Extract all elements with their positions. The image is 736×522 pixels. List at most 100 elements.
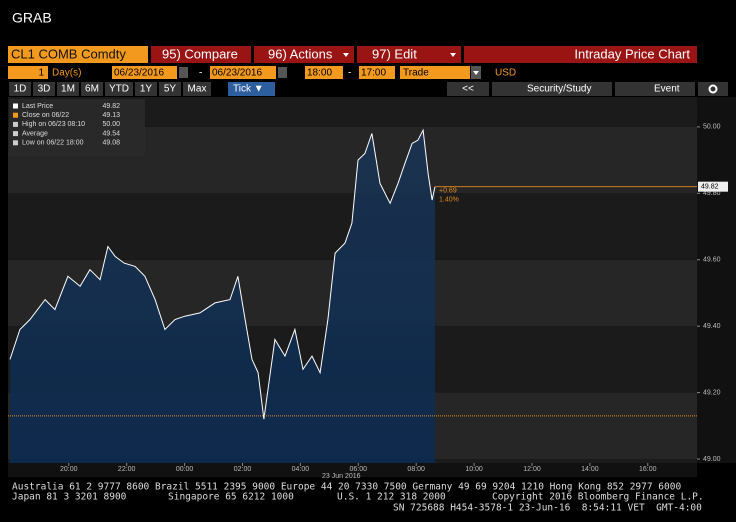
footer-item: Singapore 65 6212 1000 [168, 492, 294, 503]
end-date: 06/23/2016 [212, 68, 262, 79]
legend-value: 50.00 [102, 121, 120, 128]
menu-button[interactable] [254, 46, 354, 63]
time-field[interactable] [305, 66, 343, 79]
range-label: YTD [109, 84, 129, 95]
time-field[interactable] [359, 66, 395, 79]
security: CL1 COMB Comdty [11, 46, 126, 61]
period-unit: Day(s) [52, 68, 81, 79]
range-button[interactable] [57, 82, 79, 96]
footer-line: Australia 61 2 9777 8600 Brazil 5511 239… [12, 482, 681, 493]
date-field[interactable] [112, 66, 177, 79]
event-button[interactable] [615, 82, 695, 96]
date-label: 23 Jun 2016 [322, 473, 361, 480]
range-button[interactable] [135, 82, 157, 96]
x-tick-label: 08:00 [407, 466, 425, 473]
currency: USD [495, 68, 516, 79]
event-label: Event [654, 84, 680, 95]
legend-value: 49.08 [102, 140, 120, 147]
range-button[interactable] [33, 82, 55, 96]
study-label: Security/Study [527, 84, 591, 95]
x-tick-label: 02:00 [234, 466, 252, 473]
x-axis-panel [8, 463, 697, 477]
dropdown-arrow [450, 53, 456, 57]
footer-line: SN 725688 H454-3578-1 23-Jun-16 8:54:11 … [393, 503, 702, 514]
dropdown-arrow [473, 71, 479, 75]
security-field[interactable] [8, 46, 148, 63]
range-label: 1D [14, 84, 27, 95]
legend-label: High on 06/23 08:10 [22, 121, 85, 128]
range-buttons: 1D 3D 1M 6M YTD 1Y 5Y Max [9, 82, 211, 96]
footer-item: Japan 81 3 3201 8900 [12, 492, 127, 503]
dropdown-arrow [343, 53, 349, 57]
gear-icon [708, 84, 718, 94]
axis-panel [697, 97, 736, 463]
y-tick-label: 49.60 [703, 257, 721, 264]
settings-button[interactable] [698, 82, 728, 96]
change-pct: 1.40% [439, 197, 459, 204]
active-range-button[interactable] [228, 82, 275, 96]
range-button[interactable] [183, 82, 211, 96]
legend-value: 49.82 [102, 103, 120, 110]
x-tick-label: 16:00 [639, 466, 657, 473]
price-line [9, 128, 436, 420]
legend-value: 49.54 [102, 130, 120, 137]
x-tick-label: 00:00 [176, 466, 194, 473]
y-tick-label: 49.40 [703, 323, 721, 330]
field-select[interactable] [400, 66, 470, 79]
range-label: 1M [61, 84, 75, 95]
range-label: 3D [38, 84, 51, 95]
legend-symbol [13, 121, 18, 127]
menu-label: 97) Edit [372, 46, 417, 61]
start-date: 06/23/2016 [114, 68, 164, 79]
window-title: GRAB [12, 10, 52, 26]
menu-button[interactable] [151, 46, 251, 63]
period-count: 1 [38, 68, 44, 79]
x-tick-label: 20:00 [60, 466, 78, 473]
view-title-bar [464, 46, 697, 63]
y-tick-label: 49.20 [703, 389, 721, 396]
range-button[interactable] [81, 82, 103, 96]
date-field[interactable] [210, 66, 276, 79]
y-tick-label: 49.00 [703, 456, 721, 463]
last-price-box [698, 181, 728, 192]
nav-button[interactable] [447, 82, 489, 96]
footer-item: U.S. 1 212 318 2000 [337, 492, 446, 503]
legend-symbol [13, 131, 18, 137]
range-button[interactable] [159, 82, 181, 96]
range-label: 5Y [164, 84, 177, 95]
menu-label: 96) Actions [268, 46, 333, 61]
view-title: Intraday Price Chart [574, 46, 690, 61]
calendar-icon[interactable] [179, 67, 188, 78]
legend-symbol [13, 112, 18, 118]
legend-label: Close on 06/22 [22, 112, 69, 119]
legend-symbol [13, 140, 18, 146]
range-label: Max [188, 84, 207, 95]
range-button[interactable] [105, 82, 133, 96]
period-count-field[interactable] [8, 66, 48, 79]
menu-button[interactable] [357, 46, 461, 63]
x-tick-label: 06:00 [350, 466, 368, 473]
active-range: Tick ▼ [233, 84, 264, 95]
legend-label: Last Price [22, 103, 53, 110]
change: +0.69 [439, 188, 457, 195]
x-tick-label: 10:00 [465, 466, 483, 473]
x-tick-label: 14:00 [581, 466, 599, 473]
calendar-icon[interactable] [278, 67, 287, 78]
price-area [10, 130, 436, 463]
chart: 49.00 49.20 49.40 49.60 49.80 50.00 20:00 22:00… [8, 97, 736, 480]
range-button[interactable] [9, 82, 31, 96]
footer-item: Copyright 2016 Bloomberg Finance L.P. [492, 492, 704, 503]
legend-label: Low on 06/22 18:00 [22, 140, 84, 147]
field: Trade [403, 68, 429, 79]
menu-label: 95) Compare [162, 46, 238, 61]
range-label: 6M [85, 84, 99, 95]
start-time: 18:00 [307, 68, 332, 79]
nav-label: << [462, 84, 474, 95]
end-time: 17:00 [361, 68, 386, 79]
x-tick-label: 22:00 [118, 466, 136, 473]
study-button[interactable] [492, 82, 612, 96]
x-tick-label: 04:00 [292, 466, 310, 473]
legend-value: 49.13 [102, 112, 120, 119]
